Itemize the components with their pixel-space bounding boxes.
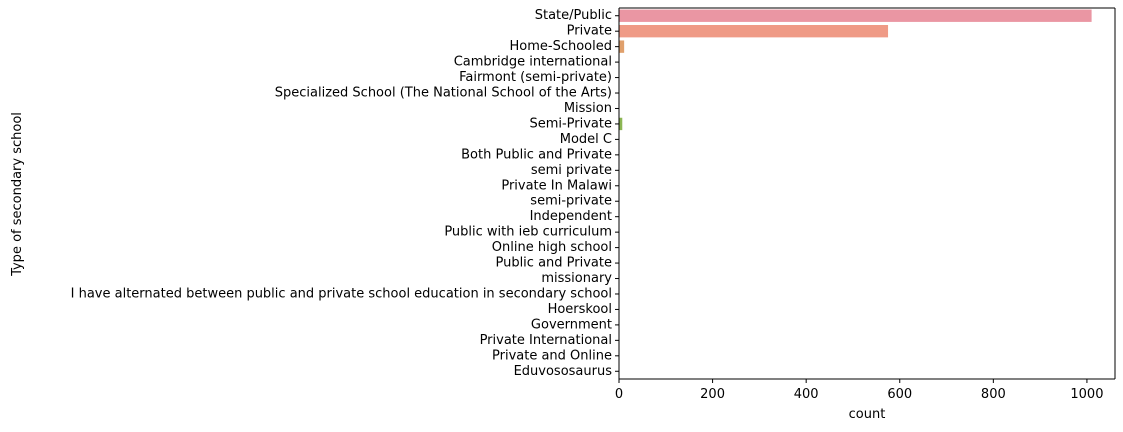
- y-tick-label: missionary: [541, 271, 612, 286]
- x-tick-label: 0: [615, 387, 623, 402]
- x-tick-label: 800: [981, 387, 1006, 402]
- y-tick-label: I have alternated between public and pri…: [71, 286, 612, 301]
- bar: [619, 117, 623, 131]
- y-tick-label: Eduvososaurus: [514, 364, 613, 379]
- y-tick-label: Cambridge international: [454, 55, 612, 70]
- y-tick-label: Private and Online: [492, 348, 612, 363]
- y-tick-label: Semi-Private: [529, 116, 612, 131]
- bar: [619, 9, 1092, 22]
- y-tick-label: State/Public: [535, 8, 612, 23]
- bar: [619, 40, 625, 53]
- y-tick-label: Home-Schooled: [510, 39, 613, 54]
- y-tick-label: Private: [567, 24, 612, 39]
- x-axis-ticks: 0 200 400 600 800 1000: [615, 379, 1103, 402]
- y-axis-ticks: State/PublicPrivateHome-SchooledCambridg…: [71, 8, 619, 379]
- y-tick-label: Government: [531, 317, 612, 332]
- y-tick-label: Mission: [564, 101, 612, 116]
- y-tick-label: Independent: [530, 209, 612, 224]
- y-tick-label: Specialized School (The National School …: [275, 86, 612, 101]
- bars-group: [619, 9, 1092, 378]
- x-tick-label: 400: [794, 387, 819, 402]
- x-axis-label: count: [849, 407, 886, 422]
- x-tick-label: 600: [887, 387, 912, 402]
- y-tick-label: Online high school: [492, 240, 612, 255]
- y-tick-label: semi private: [531, 163, 612, 178]
- y-tick-label: Fairmont (semi-private): [459, 70, 612, 85]
- y-tick-label: Public and Private: [495, 256, 612, 271]
- y-axis-label: Type of secondary school: [10, 112, 25, 277]
- y-tick-label: Model C: [560, 132, 612, 147]
- x-tick-label: 200: [700, 387, 725, 402]
- y-tick-label: Public with ieb curriculum: [444, 225, 612, 240]
- bar: [619, 25, 889, 38]
- y-tick-label: Private International: [480, 333, 612, 348]
- y-tick-label: Both Public and Private: [461, 147, 612, 162]
- x-tick-label: 1000: [1070, 387, 1103, 402]
- y-tick-label: Hoerskool: [548, 302, 612, 317]
- y-tick-label: semi-private: [530, 194, 612, 209]
- y-tick-label: Private In Malawi: [501, 178, 612, 193]
